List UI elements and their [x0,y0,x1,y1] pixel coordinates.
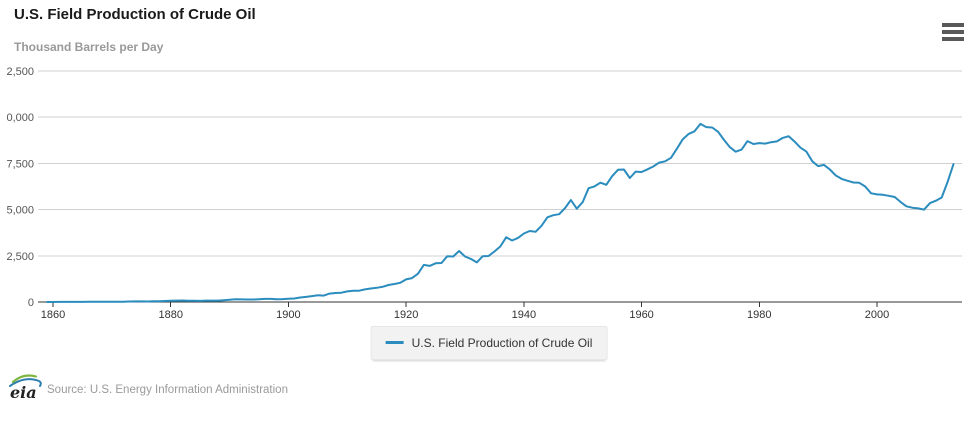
plot-area: 0 2,500 5,000 7,500 0,000 2,500 1860 1880 1900 19… [6,66,962,321]
y-axis-title: Thousand Barrels per Day [14,40,164,54]
y-axis-tick-label: 2,500 [6,66,34,78]
x-axis-tick-label: 1980 [747,309,771,321]
x-axis-tick-label: 1880 [158,309,182,321]
hamburger-icon [942,23,964,41]
y-axis-tick-label: 7,500 [6,158,34,170]
x-axis-tick-label: 1900 [276,309,300,321]
page-title: U.S. Field Production of Crude Oil [14,6,256,23]
source-attribution: Source: U.S. Energy Information Administ… [47,384,288,396]
legend-item-crude-oil[interactable]: U.S. Field Production of Crude Oil [370,326,608,360]
x-axis-tick-label: 2000 [865,309,889,321]
crude-oil-production-line[interactable] [46,122,955,303]
y-axis-tick-label: 0 [28,297,34,309]
legend: U.S. Field Production of Crude Oil [370,326,608,360]
eia-logo: eia [9,374,42,402]
x-axis-tick-label: 1860 [41,309,65,321]
x-axis-tick-label: 1940 [512,309,536,321]
legend-item-label: U.S. Field Production of Crude Oil [411,336,593,350]
y-axis-tick-label: 5,000 [6,205,34,217]
x-axis-tick-label: 1960 [629,309,653,321]
x-axis-tick-label: 1920 [394,309,418,321]
export-menu-button[interactable] [942,23,964,42]
svg-text:eia: eia [10,383,37,402]
y-axis-tick-label: 2,500 [6,251,34,263]
legend-line-marker [385,341,404,344]
y-axis-tick-label: 0,000 [6,112,34,124]
